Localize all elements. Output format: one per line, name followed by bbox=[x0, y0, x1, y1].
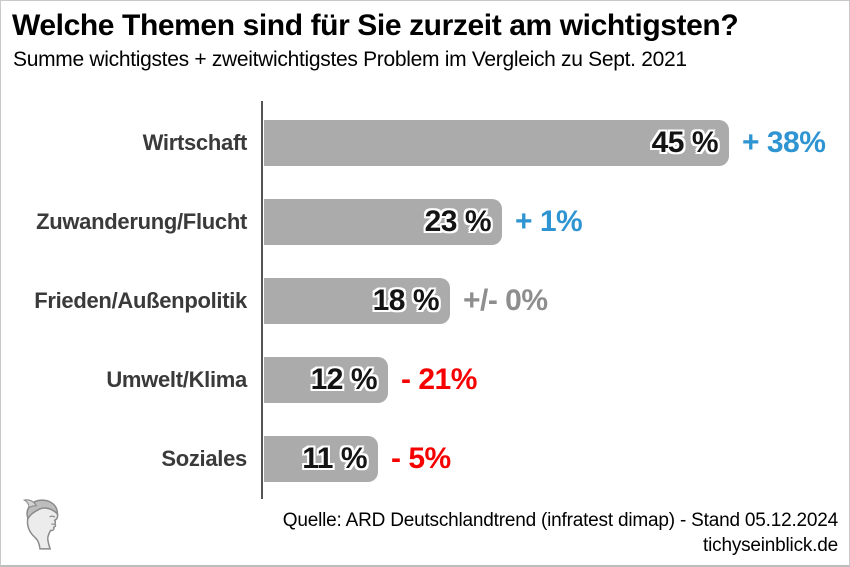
page-subtitle: Summe wichtigstes + zweitwichtigstes Pro… bbox=[13, 48, 687, 71]
source-line: Quelle: ARD Deutschlandtrend (infratest … bbox=[282, 510, 838, 531]
chart-row: Soziales 11 % - 5% bbox=[1, 436, 849, 482]
bar-value-label: 45 % bbox=[651, 126, 719, 159]
bar: 12 % bbox=[264, 357, 388, 403]
bar: 23 % bbox=[264, 199, 502, 245]
chart-row: Umwelt/Klima 12 % - 21% bbox=[1, 357, 849, 403]
change-label: - 5% bbox=[391, 442, 451, 475]
website-line: tichyseinblick.de bbox=[703, 535, 838, 556]
category-label: Soziales bbox=[161, 446, 247, 471]
category-label: Umwelt/Klima bbox=[106, 367, 247, 392]
bar: 18 % bbox=[264, 278, 450, 324]
source-footer: Quelle: ARD Deutschlandtrend (infratest … bbox=[283, 508, 838, 558]
change-label: - 21% bbox=[401, 363, 477, 396]
change-label: + 38% bbox=[742, 126, 826, 159]
tichys-einblick-head-logo bbox=[17, 496, 63, 557]
category-label: Wirtschaft bbox=[142, 130, 248, 155]
chart-row: Zuwanderung/Flucht 23 % + 1% bbox=[1, 199, 849, 245]
change-label: +/- 0% bbox=[463, 284, 548, 317]
bar-value-label: 23 % bbox=[424, 205, 492, 238]
change-label: + 1% bbox=[515, 205, 583, 238]
bar-value-label: 11 % bbox=[302, 442, 367, 475]
y-axis-line bbox=[261, 101, 263, 499]
bar-value-label: 18 % bbox=[372, 284, 440, 317]
bar: 45 % bbox=[264, 120, 729, 166]
category-label: Frieden/Außenpolitik bbox=[34, 288, 247, 313]
category-label: Zuwanderung/Flucht bbox=[36, 209, 247, 234]
chart-row: Wirtschaft 45 % + 38% bbox=[1, 120, 849, 166]
bar-value-label: 12 % bbox=[310, 363, 378, 396]
page-title: Welche Themen sind für Sie zurzeit am wi… bbox=[12, 9, 739, 42]
chart-row: Frieden/Außenpolitik 18 % +/- 0% bbox=[1, 278, 849, 324]
bar: 11 % bbox=[264, 436, 378, 482]
bar-chart: Wirtschaft 45 % + 38% Zuwanderung/Flucht… bbox=[1, 120, 849, 482]
